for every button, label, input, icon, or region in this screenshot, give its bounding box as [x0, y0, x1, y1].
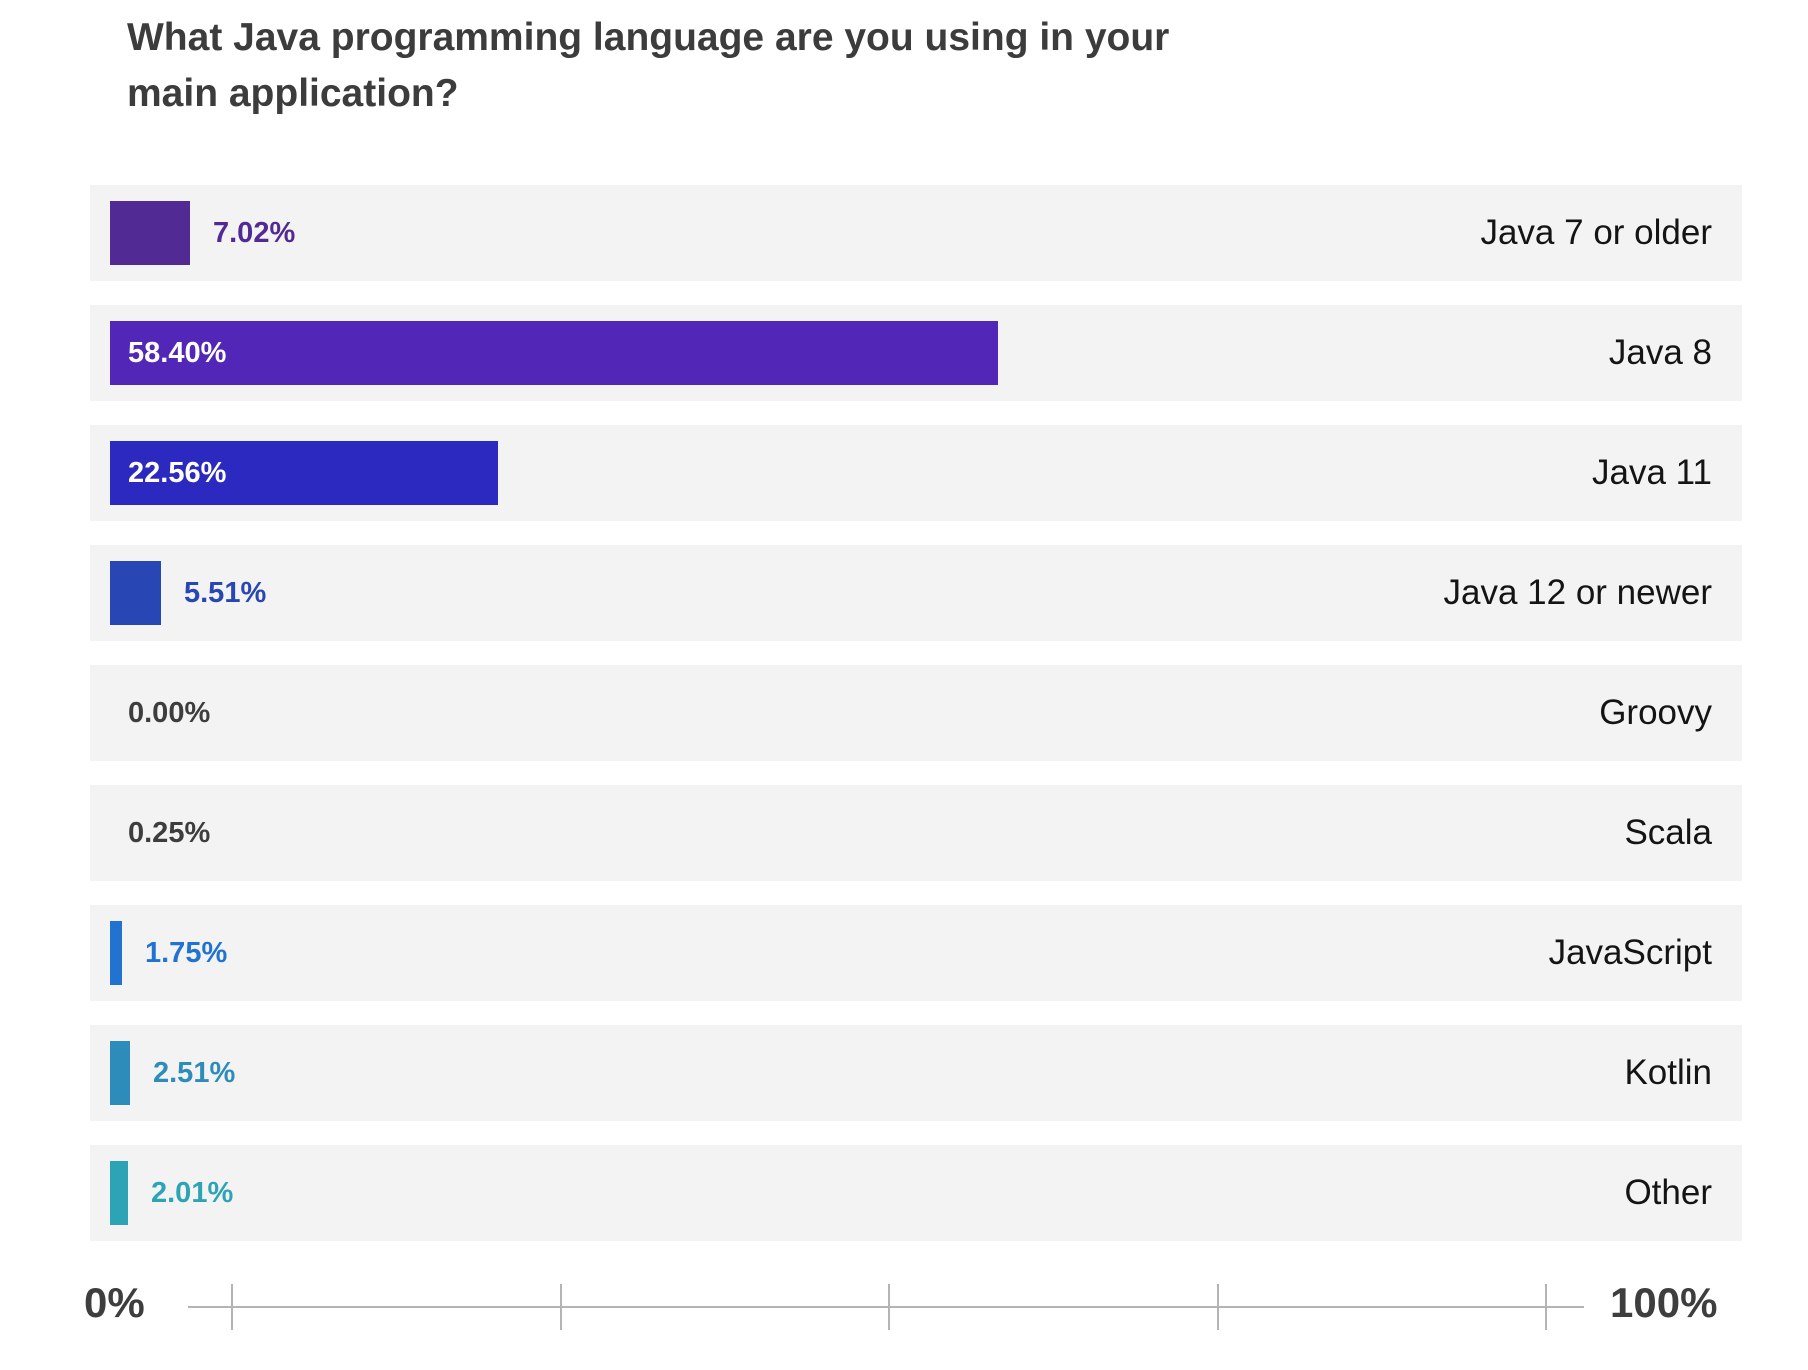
value-label: 0.25% — [128, 817, 211, 849]
category-label: Java 12 or newer — [1443, 573, 1712, 612]
chart-row: 5.51% Java 12 or newer — [90, 545, 1742, 641]
value-label: 2.01% — [151, 1177, 234, 1209]
bar — [110, 321, 998, 385]
bar — [110, 921, 122, 985]
bar — [110, 441, 498, 505]
chart-row: 58.40% Java 8 — [90, 305, 1742, 401]
category-label: Java 7 or older — [1480, 213, 1712, 252]
bar — [110, 561, 161, 625]
chart-row: 1.75% JavaScript — [90, 905, 1742, 1001]
axis-tick — [231, 1284, 233, 1330]
value-label: 7.02% — [213, 217, 296, 249]
bar — [110, 201, 190, 265]
chart-row: 0.00% Groovy — [90, 665, 1742, 761]
axis-label-max: 100% — [1610, 1279, 1718, 1326]
axis-line — [188, 1306, 1584, 1308]
axis-tick — [888, 1284, 890, 1330]
chart-row: 2.51% Kotlin — [90, 1025, 1742, 1121]
axis-tick — [559, 1284, 562, 1330]
chart-row: 2.01% Other — [90, 1145, 1742, 1241]
value-label: 5.51% — [184, 577, 267, 609]
axis-tick — [1545, 1284, 1547, 1330]
category-label: Java 8 — [1608, 333, 1712, 372]
category-label: JavaScript — [1548, 933, 1712, 972]
value-label: 58.40% — [128, 337, 227, 369]
category-label: Scala — [1624, 813, 1712, 852]
value-label: 1.75% — [145, 937, 228, 969]
value-label: 2.51% — [153, 1057, 236, 1089]
axis-tick — [1216, 1284, 1219, 1330]
value-label: 0.00% — [128, 697, 211, 729]
value-label: 22.56% — [128, 457, 227, 489]
chart-row: 22.56% Java 11 — [90, 425, 1742, 521]
chart-row: 0.25% Scala — [90, 785, 1742, 881]
category-label: Java 11 — [1592, 453, 1712, 492]
bar — [110, 1041, 130, 1105]
category-label: Groovy — [1599, 693, 1712, 732]
chart-row: 7.02% Java 7 or older — [90, 185, 1742, 281]
chart-title: What Java programming language are you u… — [127, 16, 1170, 115]
bar — [110, 1161, 128, 1225]
axis-label-min: 0% — [84, 1279, 145, 1326]
category-label: Kotlin — [1624, 1053, 1712, 1092]
category-label: Other — [1624, 1173, 1712, 1212]
